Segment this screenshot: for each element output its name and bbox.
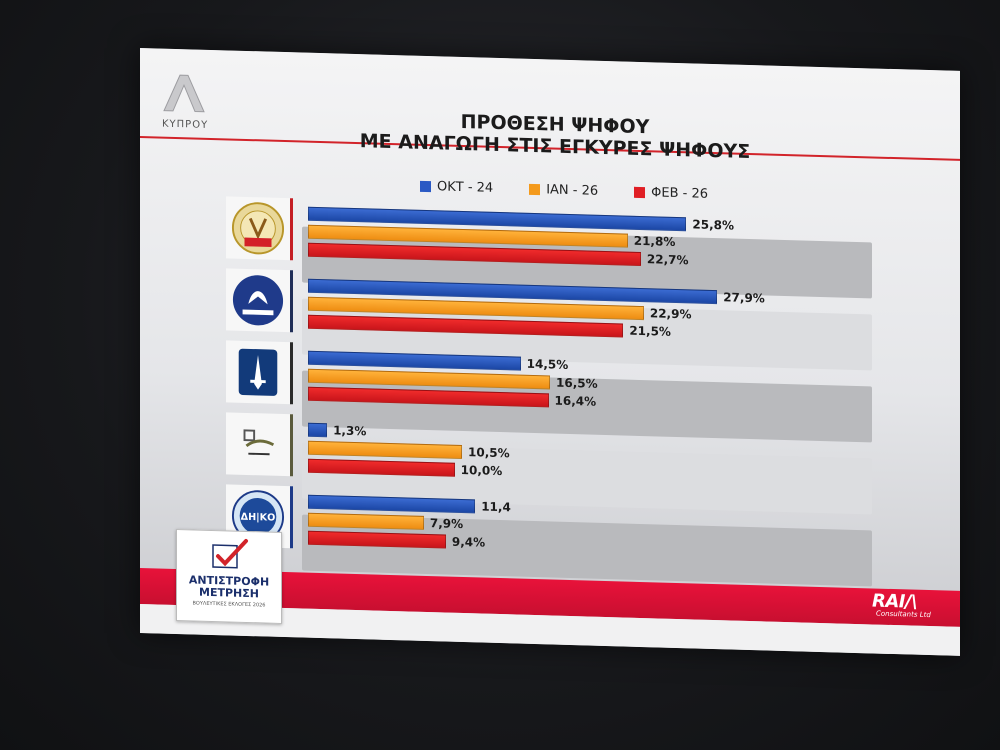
party-logo-3 (226, 340, 293, 405)
bar-chart: 25,8% 21,8% 22,7% 27,9% 22,9% 21,5% 14,5% 16,5%… (220, 190, 920, 587)
legend-swatch-oct (420, 180, 431, 193)
legend-swatch-feb (634, 186, 646, 199)
data-label: 21,5% (629, 323, 671, 339)
party-emblem-icon (243, 429, 275, 456)
party-emblem-icon (232, 275, 284, 326)
party-logo-4 (226, 412, 293, 477)
legend-item-jan: ΙΑΝ - 26 (529, 182, 598, 199)
legend-label-feb: ΦΕΒ - 26 (651, 185, 709, 202)
pollster-subtitle: Consultants Ltd (876, 609, 931, 620)
data-label: 16,5% (556, 375, 598, 391)
data-label: 7,9% (429, 516, 464, 532)
data-label: 22,7% (646, 252, 689, 268)
countdown-badge: ΑΝΤΙΣΤΡΟΦΗ ΜΕΤΡΗΣΗ ΒΟΥΛΕΥΤΙΚΕΣ ΕΚΛΟΓΕΣ 2… (176, 529, 282, 624)
data-label: 10,0% (460, 462, 503, 479)
ballot-check-icon (212, 538, 248, 569)
data-label: 21,8% (633, 233, 676, 249)
data-label: 10,5% (468, 445, 510, 461)
data-label: 9,4% (451, 534, 486, 550)
party-logo-2 (226, 268, 293, 333)
data-label: 11,4 (481, 499, 511, 515)
alpha-logo-icon (163, 74, 205, 113)
data-label: 16,4% (554, 393, 597, 409)
data-label: 27,9% (723, 290, 765, 306)
party-logo-5: ΔΗ|ΚΟ (226, 484, 293, 549)
party-emblem-icon (231, 202, 285, 255)
legend-label-jan: ΙΑΝ - 26 (546, 182, 599, 199)
channel-subtitle: ΚΥΠΡΟΥ (162, 118, 209, 131)
party-emblem-icon: ΔΗ|ΚΟ (231, 490, 285, 543)
alpha-logo (160, 71, 208, 134)
legend-label-oct: ΟΚΤ - 24 (437, 179, 494, 196)
tv-screen: ΚΥΠΡΟΥ ΠΡΟΘΕΣΗ ΨΗΦΟΥ ΜΕ ΑΝΑΓΩΓΗ ΣΤΙΣ ΕΓΚ… (140, 48, 960, 656)
party-emblem-icon (238, 348, 278, 396)
svg-text:ΔΗ|ΚΟ: ΔΗ|ΚΟ (241, 512, 276, 524)
legend-item-feb: ΦΕΒ - 26 (634, 185, 708, 202)
bar-oct (308, 422, 328, 438)
party-logo-1 (226, 196, 293, 261)
data-label: 14,5% (526, 356, 569, 372)
legend-item-oct: ΟΚΤ - 24 (420, 179, 493, 196)
badge-line-3: ΒΟΥΛΕΥΤΙΚΕΣ ΕΚΛΟΓΕΣ 2026 (192, 600, 266, 609)
data-label: 1,3% (333, 423, 367, 439)
legend-swatch-jan (529, 183, 541, 196)
data-label: 22,9% (649, 306, 692, 322)
data-label: 25,8% (692, 217, 735, 233)
